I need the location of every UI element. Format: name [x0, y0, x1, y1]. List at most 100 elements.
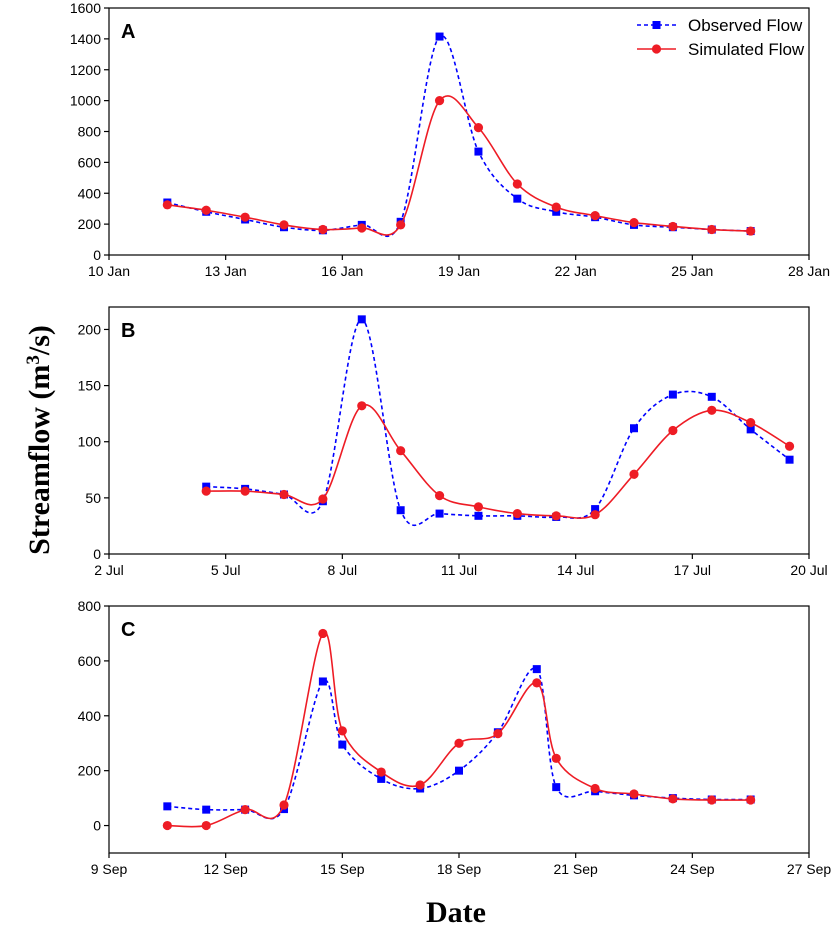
plot-frame [108, 605, 810, 854]
simulated-flow-point [746, 795, 756, 805]
x-tick-label: 24 Sep [670, 861, 715, 877]
simulated-flow-point [240, 212, 250, 222]
observed-flow-point [532, 665, 541, 674]
simulated-flow-point [512, 508, 522, 519]
x-tick-label: 21 Sep [553, 861, 598, 877]
simulated-flow-point [551, 753, 561, 763]
observed-flow-point [318, 677, 327, 686]
y-tick-label: 600 [78, 154, 102, 170]
observed-flow-point [377, 774, 386, 783]
y-axis-title: Streamflow (m3/s) [23, 325, 57, 555]
simulated-flow-point [668, 221, 678, 232]
simulated-flow-point [551, 202, 561, 212]
simulated-flow-point [551, 511, 561, 521]
simulated-flow-point [590, 510, 600, 520]
simulated-flow-point [337, 726, 347, 736]
legend-simulated-label: Simulated Flow [688, 40, 805, 59]
y-tick-label: 0 [93, 247, 101, 263]
observed-flow-point [202, 805, 211, 814]
x-tick-label: 5 Jul [211, 562, 241, 578]
observed-flow-point [785, 455, 794, 464]
observed-flow-point [746, 425, 755, 434]
simulated-flow-point [240, 805, 250, 815]
panel-label: C [121, 619, 135, 641]
simulated-flow-point [454, 738, 464, 748]
x-tick-label: 28 Jan [788, 263, 830, 279]
x-tick-label: 27 Sep [787, 861, 832, 877]
simulated-flow-point [201, 205, 211, 215]
simulated-flow-point [668, 794, 678, 804]
simulated-flow-point [668, 425, 678, 436]
simulated-flow-point [434, 96, 445, 106]
x-tick-label: 25 Jan [671, 263, 713, 279]
panel-b: 2 Jul 5 Jul 8 Jul 11 Jul 14 Jul 17 Jul 20 Jul 0… [78, 306, 828, 578]
y-tick-label: 50 [85, 490, 101, 506]
panel-label: B [121, 320, 135, 342]
y-tick-label: 1600 [70, 0, 101, 16]
x-tick-label: 10 Jan [88, 263, 130, 279]
observed-flow-point [163, 802, 172, 811]
simulated-flow-point [162, 820, 172, 831]
y-tick-label: 150 [78, 378, 102, 394]
simulated-flow-point [376, 767, 386, 777]
x-tick-label: 17 Jul [674, 562, 711, 578]
simulated-flow-point [396, 220, 406, 230]
observed-flow-point [435, 32, 444, 41]
y-tick-label: 1000 [70, 93, 101, 109]
simulated-flow-point [357, 223, 367, 233]
observed-flow-point [396, 506, 405, 515]
simulated-flow-point [240, 486, 250, 496]
y-tick-label: 800 [78, 124, 102, 140]
simulated-flow-point [707, 795, 717, 805]
x-axis-title: Date [426, 896, 486, 926]
simulated-flow-point [162, 200, 172, 210]
y-tick-label: 400 [78, 708, 102, 724]
x-tick-label: 16 Jan [321, 263, 363, 279]
simulated-flow-point [629, 469, 639, 479]
simulated-flow-point [279, 220, 289, 230]
observed-flow-point [474, 511, 483, 520]
legend-observed-marker [652, 21, 661, 29]
simulated-flow-point [396, 446, 406, 456]
y-tick-label: 200 [78, 763, 102, 779]
simulated-flow-point [318, 224, 328, 235]
observed-flow-point [474, 147, 483, 156]
simulated-flow-point [707, 224, 717, 235]
simulated-flow-point [590, 211, 600, 221]
simulated-flow-point [318, 494, 328, 504]
observed-flow-point [668, 390, 677, 399]
observed-flow-point [357, 315, 366, 324]
simulated-flow-point [532, 678, 542, 688]
observed-flow-point [630, 424, 638, 433]
simulated-flow-point [707, 405, 717, 415]
simulated-flow-point [279, 489, 289, 500]
y-tick-label: 800 [78, 598, 102, 614]
simulated-flow-point [473, 502, 484, 512]
simulated-flow-point [746, 226, 756, 236]
observed-flow-point [338, 740, 347, 749]
y-tick-label: 1400 [70, 31, 101, 47]
x-tick-label: 13 Jan [205, 263, 247, 279]
simulated-flow-point [746, 418, 756, 428]
x-tick-label: 19 Jan [438, 263, 480, 279]
y-tick-label: 400 [78, 185, 102, 201]
simulated-flow-point [512, 179, 522, 189]
simulated-flow-line [167, 95, 751, 236]
simulated-flow-point [415, 780, 425, 790]
simulated-flow-point [434, 491, 445, 501]
plot-frame [108, 306, 810, 555]
x-tick-label: 11 Jul [441, 562, 477, 578]
x-tick-label: 22 Jan [555, 263, 597, 279]
legend-observed-label: Observed Flow [688, 16, 803, 35]
simulated-flow-line [167, 631, 751, 828]
simulated-flow-point [357, 401, 367, 411]
x-tick-label: 15 Sep [320, 861, 365, 877]
x-tick-label: 2 Jul [94, 562, 124, 578]
y-tick-label: 0 [93, 546, 101, 562]
x-tick-label: 8 Jul [328, 562, 358, 578]
observed-flow-line [206, 318, 791, 527]
observed-flow-point [513, 194, 522, 203]
x-tick-label: 18 Sep [437, 861, 482, 877]
legend-simulated-marker [651, 44, 662, 54]
